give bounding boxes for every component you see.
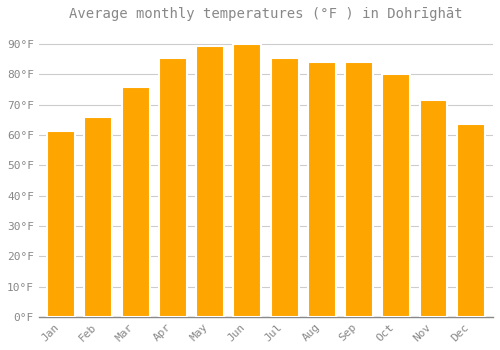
Bar: [122, 86, 150, 317]
Bar: [234, 44, 262, 317]
Bar: [270, 58, 298, 317]
Bar: [308, 62, 336, 317]
Bar: [159, 58, 187, 317]
Bar: [420, 100, 448, 317]
Bar: [457, 125, 484, 317]
Bar: [84, 117, 112, 317]
Bar: [382, 75, 410, 317]
Bar: [47, 131, 75, 317]
Bar: [345, 62, 373, 317]
Title: Average monthly temperatures (°F ) in Dohrīghāt: Average monthly temperatures (°F ) in Do…: [69, 7, 462, 21]
Bar: [196, 46, 224, 317]
